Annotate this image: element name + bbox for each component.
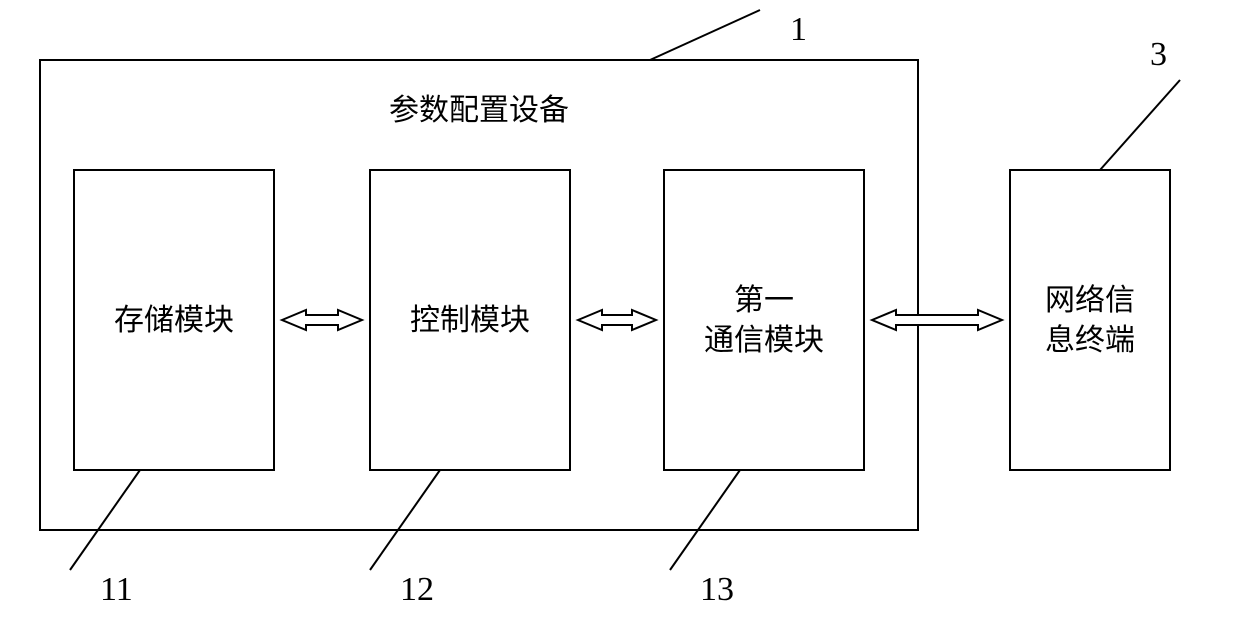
double-arrow: [578, 310, 656, 330]
block-diagram: 参数配置设备 1 存储模块 11 控制模块 12 第一通信模块 13 网络信息终端 3: [0, 0, 1240, 627]
ref-3: 3: [1150, 36, 1167, 73]
module-13-label: 第一: [734, 284, 794, 317]
module-3: [1010, 170, 1170, 470]
module-13-label: 通信模块: [704, 324, 824, 357]
ref-11: 11: [100, 571, 133, 608]
double-arrow: [872, 310, 1002, 330]
module-3-label: 网络信: [1045, 284, 1135, 317]
double-arrow: [282, 310, 362, 330]
ref-1: 1: [790, 11, 807, 48]
module-3-label: 息终端: [1045, 324, 1135, 357]
module-12-label: 控制模块: [410, 304, 530, 337]
ref-12: 12: [400, 571, 434, 608]
outer-title: 参数配置设备: [389, 94, 569, 127]
module-11-label: 存储模块: [114, 304, 234, 337]
ref-13: 13: [700, 571, 734, 608]
module-13: [664, 170, 864, 470]
